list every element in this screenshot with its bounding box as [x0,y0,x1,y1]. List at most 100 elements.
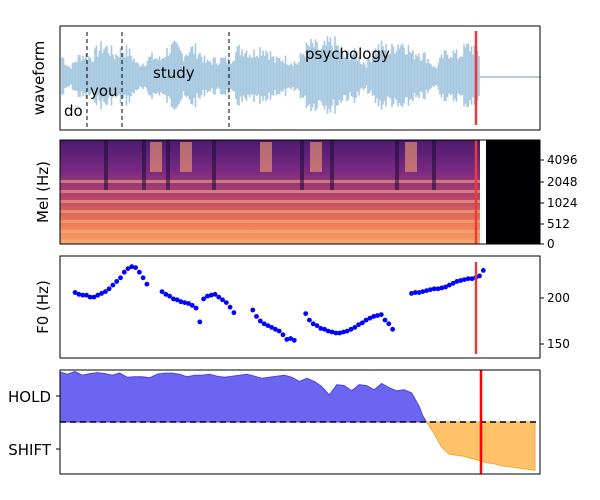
f0-point [371,314,377,319]
f0-point [178,299,184,305]
f0-point [250,307,256,313]
f0-point [110,282,116,288]
f0-point [265,323,271,328]
mel-dark-column [212,140,216,190]
f0-point [314,323,320,328]
f0-point [254,314,259,319]
f0-point [257,318,263,324]
f0-point [227,304,233,310]
mel-bright-column [405,142,417,172]
f0-point [416,290,422,295]
word-label-1: you [90,82,118,100]
f0-point [344,328,350,334]
f0-point [428,287,433,293]
f0-frame [59,255,541,359]
f0-point [462,277,467,282]
mel-ytick-512: 512 [547,217,570,231]
mel-dark-column [395,140,399,190]
mel-panel: 4096 2048 1024 512 0 Mel (Hz) [34,139,578,251]
f0-point [341,329,346,335]
f0-point [118,275,123,281]
f0-point [182,300,188,305]
turn-ytick-shift: SHIFT [8,441,52,459]
f0-point [121,269,127,275]
f0-point [84,292,89,298]
f0-point [205,293,210,299]
f0-point [223,300,229,305]
f0-point [137,269,142,275]
word-boundaries [86,32,230,128]
waveform-signal [61,36,540,114]
f0-point [273,326,278,332]
f0-point [469,276,475,282]
f0-yticks: 200 150 [540,291,570,351]
f0-point [454,279,460,284]
mel-ylabel: Mel (Hz) [34,161,52,223]
f0-point [144,281,150,287]
f0-point [390,326,395,332]
f0-point [216,294,222,300]
f0-ylabel: F0 (Hz) [34,280,52,334]
f0-point [133,265,139,270]
f0-point [322,326,327,332]
turn-ytick-hold: HOLD [8,388,51,406]
f0-point [284,337,290,342]
f0-point [276,328,282,334]
f0-point [106,286,112,292]
f0-point [103,289,108,294]
f0-point [424,288,429,293]
f0-point [458,278,463,283]
f0-point [291,337,297,343]
f0-point [269,325,275,330]
f0-point [356,322,361,328]
mel-harmonics-texture [60,180,480,244]
mel-bright-column [180,142,192,172]
f0-panel: 200 150 F0 (Hz) [34,255,570,359]
waveform-ylabel: waveform [30,41,48,116]
f0-point [329,329,335,335]
mel-dark-column [300,140,304,190]
f0-point [480,268,486,273]
f0-point [99,291,104,296]
f0-point [337,330,343,336]
word-label-2: study [153,64,195,82]
mel-yticks: 4096 2048 1024 512 0 [540,153,578,251]
f0-point [382,317,388,323]
f0-point [439,285,445,291]
f0-point [163,291,169,297]
f0-point [76,291,82,297]
mel-silence-region [486,140,540,244]
mel-ytick-1024: 1024 [547,196,578,210]
f0-point [450,280,456,286]
f0-point [435,286,441,292]
mel-dark-column [104,140,108,190]
waveform-frame [59,25,541,131]
f0-point [420,289,426,294]
f0-point [363,317,369,323]
f0-point [412,290,418,295]
waveform-panel: do you study psychology waveform [30,25,541,131]
f0-point [186,301,191,306]
f0-point [367,315,373,321]
f0-point [114,279,120,284]
f0-point [197,319,203,325]
mel-dark-column [166,140,170,190]
f0-point [220,297,225,303]
f0-point [72,290,78,295]
f0-ytick-150: 150 [547,337,570,351]
f0-point [95,292,101,298]
f0-point [360,320,365,326]
f0-point [409,291,414,296]
f0-point [174,297,180,303]
word-label-0: do [64,102,83,120]
mel-energy-columns [104,140,436,190]
f0-point [318,326,324,331]
mel-dark-column [432,140,436,190]
mel-frame [59,139,541,245]
f0-point [310,321,316,327]
f0-point [91,294,97,300]
mel-bright-column [260,142,272,172]
turn-frame [59,369,541,475]
f0-point [231,310,237,316]
